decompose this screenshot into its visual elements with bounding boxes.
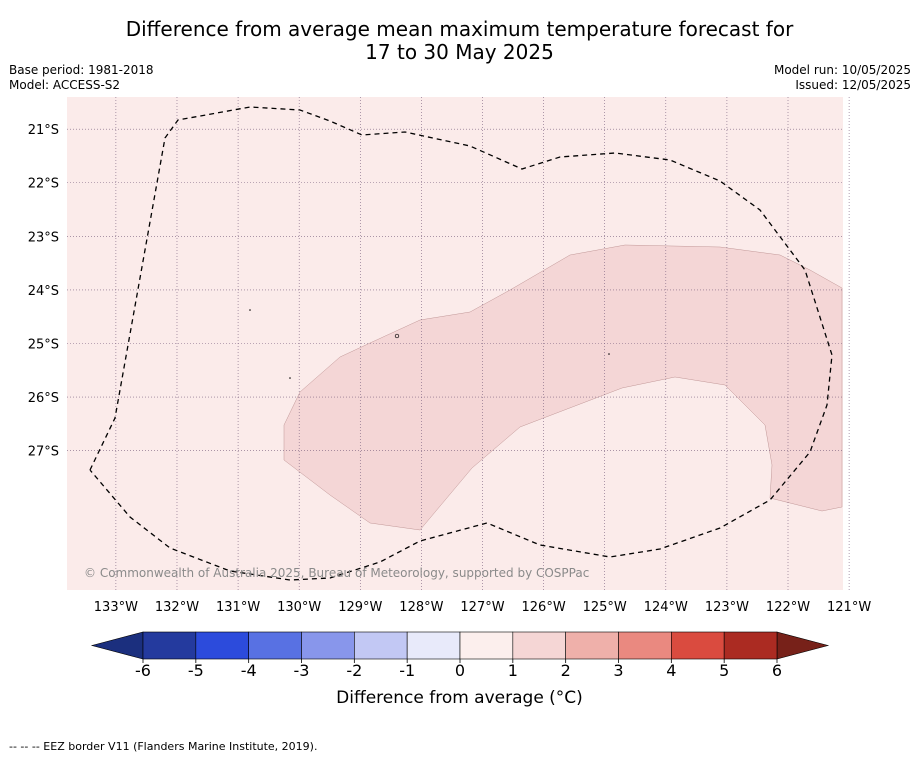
colorbar-segment	[142, 631, 197, 660]
colorbar-segment	[671, 631, 725, 660]
latitude-label: 22°S	[28, 177, 59, 192]
longitude-label: 125°W	[583, 600, 627, 615]
colorbar-tick-label: 0	[455, 661, 465, 680]
colorbar-tick-label: -2	[346, 661, 362, 680]
colorbar-tick-label: 3	[613, 661, 623, 680]
colorbar-segment	[459, 631, 514, 660]
colorbar-under-arrow	[90, 631, 144, 660]
model-run-text: Model run: 10/05/2025	[773, 63, 911, 77]
issued-date-text: Issued: 12/05/2025	[795, 78, 911, 92]
colorbar-segment	[618, 631, 672, 660]
island-dot	[608, 353, 610, 355]
latitude-label: 23°S	[28, 230, 59, 245]
island-dot	[289, 377, 291, 379]
colorbar-tick-label: 6	[772, 661, 782, 680]
graticule-grid	[67, 97, 850, 590]
longitude-label: 121°W	[827, 600, 871, 615]
forecast-info-right: Model run: 10/05/2025 Issued: 12/05/2025	[774, 63, 911, 93]
colorbar-tick-label: 5	[719, 661, 729, 680]
longitude-label: 123°W	[705, 600, 749, 615]
model-name-text: Model: ACCESS-S2	[9, 78, 121, 92]
longitude-label: 124°W	[644, 600, 688, 615]
colorbar-segment	[512, 631, 566, 660]
colorbar-over-arrow	[776, 631, 830, 660]
colorbar-segment	[301, 631, 355, 660]
latitude-label: 26°S	[28, 391, 59, 406]
latitude-label: 21°S	[28, 123, 59, 138]
longitude-label: 126°W	[522, 600, 566, 615]
island-dot	[394, 333, 400, 339]
longitude-label: 130°W	[277, 600, 321, 615]
latitude-labels: 21°S 22°S 23°S 24°S 25°S 26°S 27°S	[28, 123, 59, 460]
longitude-label: 128°W	[399, 600, 443, 615]
latitude-label: 25°S	[28, 338, 59, 353]
longitude-labels: 133°W 132°W 131°W 130°W 129°W 128°W 127°W 126°W…	[94, 600, 872, 615]
longitude-label: 129°W	[338, 600, 382, 615]
colorbar-tick-label: 2	[561, 661, 571, 680]
title-line-2: 17 to 30 May 2025	[365, 40, 554, 64]
longitude-label: 132°W	[155, 600, 199, 615]
colorbar: -6 -5 -4 -3 -2 -1 0 1 2 3 4 5 6	[90, 631, 830, 680]
colorbar-tick-label: -4	[241, 661, 257, 680]
colorbar-segment	[354, 631, 408, 660]
island-dot	[249, 309, 251, 311]
latitude-label: 24°S	[28, 284, 59, 299]
colorbar-segment	[195, 631, 249, 660]
longitude-label: 133°W	[94, 600, 138, 615]
colorbar-tick-label: -1	[399, 661, 415, 680]
colorbar-segment	[248, 631, 302, 660]
colorbar-tick-label: 1	[508, 661, 518, 680]
eez-legend-note: -- -- -- EEZ border V11 (Flanders Marine…	[9, 740, 318, 753]
colorbar-segment	[723, 631, 778, 660]
copyright-notice: © Commonwealth of Australia 2025, Bureau…	[84, 566, 589, 580]
base-period-text: Base period: 1981-2018	[9, 63, 154, 77]
forecast-info-left: Base period: 1981-2018 Model: ACCESS-S2	[9, 63, 154, 93]
longitude-label: 131°W	[216, 600, 260, 615]
map-title: Difference from average mean maximum tem…	[0, 18, 919, 64]
anomaly-band-1-to-2	[283, 244, 843, 531]
colorbar-label: Difference from average (°C)	[336, 688, 583, 708]
latitude-label: 27°S	[28, 445, 59, 460]
colorbar-tick-label: -5	[188, 661, 204, 680]
colorbar-tick-label: -3	[294, 661, 310, 680]
longitude-label: 127°W	[460, 600, 504, 615]
longitude-label: 122°W	[766, 600, 810, 615]
colorbar-tick-label: 4	[666, 661, 676, 680]
title-line-1: Difference from average mean maximum tem…	[125, 17, 794, 41]
colorbar-segment	[565, 631, 619, 660]
colorbar-tick-label: -6	[135, 661, 151, 680]
colorbar-segment	[406, 631, 461, 660]
small-features	[249, 309, 610, 379]
